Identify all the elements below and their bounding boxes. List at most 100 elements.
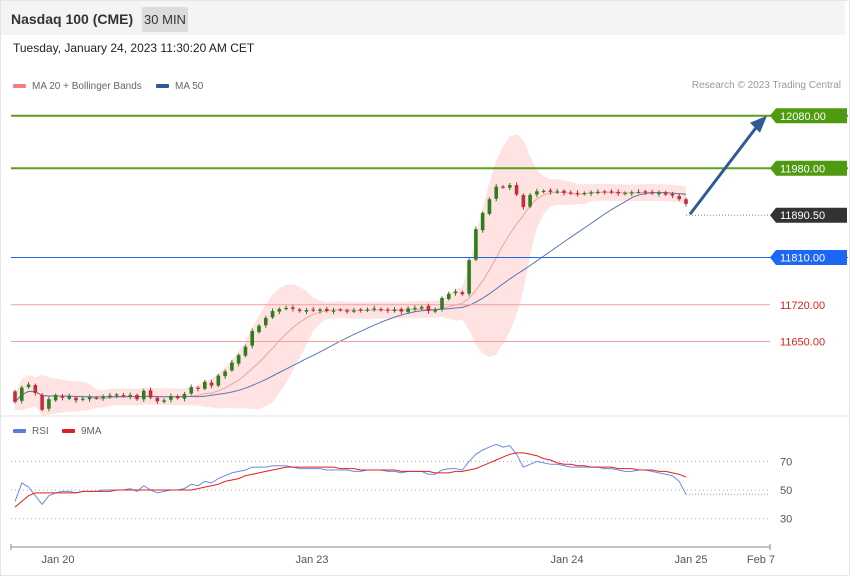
candle (345, 310, 349, 312)
candle (128, 395, 133, 397)
candle (202, 381, 207, 389)
candle (616, 191, 621, 194)
candle (372, 308, 377, 310)
candle (562, 190, 566, 193)
candle (223, 371, 227, 377)
level-tag-label: 11890.50 (780, 210, 825, 222)
rsi-swatch (13, 429, 26, 434)
candle (311, 309, 316, 311)
candle (514, 185, 519, 195)
level-tag (770, 207, 847, 223)
legend-rsi: RSI (13, 426, 49, 437)
candle (189, 387, 194, 394)
forecast-arrowhead (750, 115, 767, 133)
candle (684, 199, 688, 204)
x-tick-label: Feb 7 (747, 554, 775, 566)
candle (331, 310, 336, 312)
rsi-level-label: 30 (780, 514, 792, 526)
candle (453, 291, 458, 294)
candle (155, 397, 160, 402)
timeframe-button[interactable]: 30 MIN (142, 7, 188, 32)
chart-header: Nasdaq 100 (CME) 30 MIN (1, 1, 845, 35)
candle (169, 396, 173, 400)
candle (352, 310, 356, 312)
candle (33, 385, 38, 393)
candle (575, 192, 580, 195)
candle (555, 191, 560, 193)
x-tick-label: Jan 24 (550, 554, 583, 566)
level-tag-label: 12080.00 (780, 111, 826, 123)
candle (419, 306, 424, 309)
candle (196, 387, 200, 389)
legend-9ma-label: 9MA (81, 426, 102, 437)
x-tick-label: Jan 20 (41, 554, 74, 566)
legend-9ma: 9MA (62, 426, 102, 437)
candle (528, 195, 532, 207)
candle (182, 394, 187, 399)
candle (236, 355, 241, 364)
candle (365, 309, 370, 311)
candle (582, 192, 587, 195)
candle (643, 191, 648, 193)
rsi-9ma-line (14, 452, 687, 508)
candle (291, 307, 295, 309)
candle (284, 307, 288, 310)
candle (629, 192, 634, 194)
candle (670, 193, 675, 196)
candle (480, 212, 485, 231)
candle (209, 382, 214, 386)
candle (304, 310, 309, 312)
candle (230, 362, 234, 371)
candle (596, 191, 600, 194)
candle (521, 195, 526, 208)
candle (487, 199, 492, 214)
candle (440, 297, 444, 309)
candle (80, 398, 85, 400)
support-label: 11650.00 (780, 337, 825, 349)
candle (263, 317, 268, 326)
candle (297, 309, 302, 312)
candle (568, 192, 573, 194)
chart-title: Nasdaq 100 (CME) (11, 11, 134, 27)
candle (108, 395, 112, 398)
candle (87, 397, 92, 400)
candle (40, 395, 44, 410)
candle (26, 384, 31, 388)
legend-ma50-label: MA 50 (175, 81, 204, 92)
level-tag (770, 160, 847, 176)
candle (60, 396, 65, 398)
candle (385, 309, 390, 311)
candle (460, 292, 465, 295)
candle (399, 308, 404, 312)
candle (413, 307, 417, 310)
candle (609, 191, 614, 193)
candle (494, 186, 499, 199)
candle (338, 309, 343, 311)
candle (67, 396, 72, 399)
candle (358, 309, 363, 311)
candle (602, 191, 607, 193)
candle (141, 390, 146, 400)
candle (250, 331, 255, 346)
candle (663, 192, 668, 195)
candle (101, 396, 105, 399)
ma20-swatch (13, 84, 26, 89)
candle (74, 397, 78, 401)
legend-ma20-label: MA 20 + Bollinger Bands (32, 81, 142, 92)
candle (623, 192, 627, 195)
candle (277, 308, 282, 312)
candle (501, 186, 505, 188)
x-tick-label: Jan 23 (295, 554, 328, 566)
candle (392, 309, 397, 312)
candle (589, 192, 593, 194)
candle (650, 191, 654, 194)
candle (318, 309, 322, 312)
candle (53, 395, 58, 401)
forecast-arrow (688, 126, 758, 216)
x-tick-label: Jan 25 (674, 554, 707, 566)
level-tag-label: 11810.00 (780, 253, 825, 265)
legend-ma20: MA 20 + Bollinger Bands (13, 81, 142, 92)
ma50-line (14, 191, 687, 403)
candle (270, 311, 275, 318)
level-tag (770, 250, 847, 265)
